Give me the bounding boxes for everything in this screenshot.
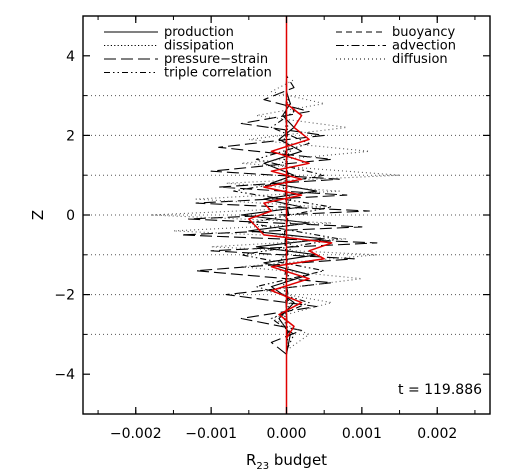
legend-label: pressure−strain (164, 52, 268, 67)
series-red (248, 103, 333, 339)
x-tick-label: −0.001 (185, 426, 237, 442)
axis-ticks: −0.002 −0.001 0.000 0.001 0.002 −4 −2 0 2 4 (54, 15, 490, 442)
time-annotation: t = 119.886 (398, 382, 482, 398)
legend-label: buoyancy (392, 25, 455, 40)
legend-label: triple correlation (164, 66, 272, 81)
legend: productiondissipationpressure−straintrip… (104, 25, 456, 81)
x-axis-label-main: R (246, 451, 256, 469)
series-pressure-strain (180, 75, 378, 355)
y-tick-label: 0 (66, 208, 75, 224)
y-tick-label: −4 (54, 367, 75, 383)
x-axis-label-rest: budget (269, 451, 327, 469)
x-axis-label: R23 budget (246, 451, 327, 472)
x-tick-label: 0.002 (417, 426, 457, 442)
series-diffusion (150, 79, 401, 351)
x-axis-label-sub: 23 (256, 461, 269, 472)
legend-label: advection (392, 39, 456, 54)
series-triple-correlation (233, 79, 340, 351)
x-tick-label: 0.000 (266, 426, 306, 442)
x-tick-label: 0.001 (342, 426, 382, 442)
x-tick-label: −0.002 (110, 426, 162, 442)
legend-label: production (164, 25, 234, 40)
y-tick-label: 2 (66, 128, 75, 144)
legend-label: diffusion (392, 52, 448, 67)
y-axis-label: Z (29, 210, 47, 220)
series-layer (150, 16, 401, 414)
y-tick-label: 4 (66, 49, 75, 65)
y-tick-label: −2 (54, 288, 75, 304)
legend-label: dissipation (164, 39, 234, 54)
